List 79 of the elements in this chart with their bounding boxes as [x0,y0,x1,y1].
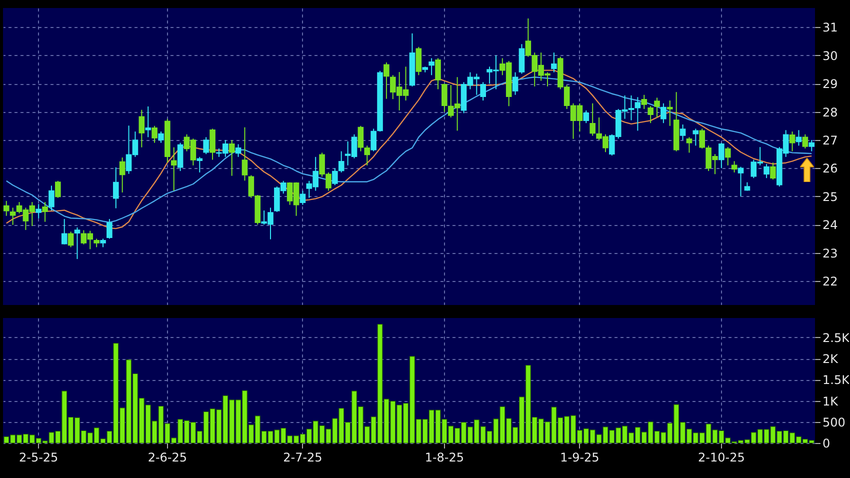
candlestick [699,128,706,149]
candlestick [48,185,54,212]
y-tick-label: 27 [822,134,838,148]
candlestick [680,124,686,140]
candlestick [551,52,557,73]
y-tick-label: 31 [822,20,838,35]
candlestick [808,140,815,152]
candlestick [3,200,10,216]
candlestick [68,231,74,248]
candlestick [686,136,692,154]
candlestick [738,166,744,197]
y-tick-label: 1K [822,394,840,408]
candlestick [718,142,724,169]
x-tick-label: 2-7-25 [283,450,322,464]
candlestick [242,126,248,182]
candlestick [724,146,731,166]
candlestick [203,136,209,155]
y-tick-label: 24 [822,218,838,232]
y-tick-label: 25 [822,190,838,204]
candlestick [583,110,590,124]
candlestick [370,128,376,152]
candlestick [196,156,203,173]
candlestick [802,134,808,149]
candlestick [55,180,61,198]
candlestick [590,102,596,136]
x-tick-label: 1-9-25 [560,450,600,464]
candlestick [435,58,441,90]
candlestick [74,226,80,260]
candlestick [170,146,177,192]
candlestick [660,102,666,124]
candlestick [731,160,738,173]
candlestick [138,109,145,148]
candlestick [654,97,660,118]
candlestick [152,125,158,144]
y-tick-label: 29 [822,77,838,92]
candlestick [338,150,344,173]
x-tick-label: 2-5-25 [18,450,58,464]
candlestick [770,162,776,180]
candlestick [796,130,802,146]
x-tick-label: 2-10-25 [698,450,745,464]
candlestick [42,202,48,222]
candlestick [416,46,422,76]
candlestick [384,62,390,100]
candlestick [210,128,216,160]
y-tick-label: 22 [822,274,838,289]
candlestick [648,106,654,124]
candlestick [235,144,242,158]
candlestick [634,96,641,132]
candlestick [61,218,68,245]
candlestick [106,218,112,240]
candlestick [789,131,796,152]
y-tick-label: 28 [822,105,838,120]
candlestick [228,140,235,176]
candlestick [480,82,486,102]
candlestick [641,94,648,110]
candlestick [36,204,42,219]
candlestick [442,83,448,112]
candlestick [145,106,152,138]
candlestick [512,72,518,96]
candlestick [518,44,525,74]
candlestick [764,163,770,179]
candlestick [364,145,370,166]
candlestick [177,142,184,172]
x-tick-label: 2-6-25 [148,450,188,464]
candlestick [666,100,673,126]
candlestick [158,131,164,144]
candlestick [332,168,338,186]
y-tick-label: 2K [822,352,840,366]
candlestick [358,125,364,152]
candlestick [119,156,126,193]
x-tick-label: 1-8-25 [424,450,464,464]
y-tick-label: 0 [822,436,830,450]
candlestick [300,190,306,206]
y-tick-label: 23 [822,246,838,260]
y-tick-label: 26 [822,162,838,176]
y-tick-label: 30 [822,48,838,63]
y-tick-label: 500 [822,415,846,430]
candlestick [428,58,434,76]
candlestick [112,166,119,209]
